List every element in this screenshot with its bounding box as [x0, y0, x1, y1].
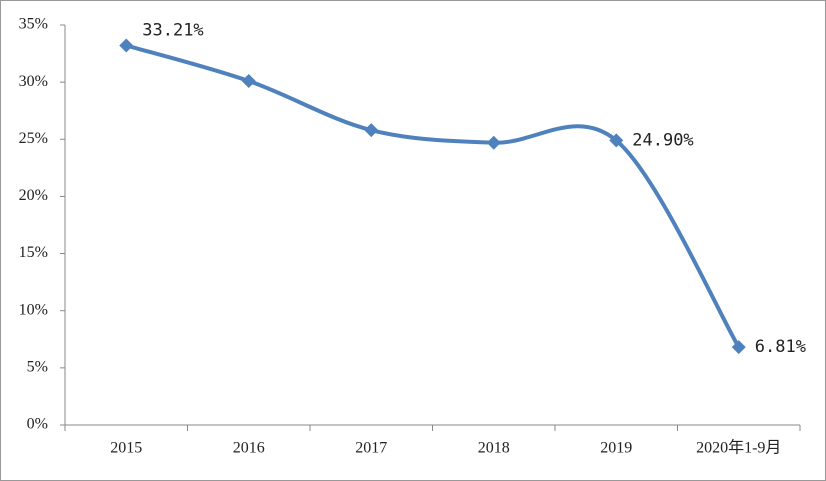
marker — [119, 38, 134, 53]
x-tick-label: 2015 — [110, 440, 142, 457]
y-tick-label: 30% — [19, 73, 48, 90]
y-tick-label: 15% — [19, 244, 48, 261]
y-tick-label: 0% — [27, 416, 48, 433]
x-tick-label: 2018 — [478, 440, 510, 457]
x-tick-label: 2020年1-9月 — [696, 439, 781, 457]
marker — [364, 123, 379, 138]
y-tick-label: 25% — [19, 130, 48, 147]
marker — [731, 340, 746, 355]
y-tick-label: 35% — [19, 16, 48, 33]
marker — [241, 74, 256, 88]
x-tick-label: 2016 — [233, 440, 265, 457]
y-tick-label: 10% — [19, 301, 48, 318]
x-tick-label: 2017 — [355, 440, 387, 457]
value-label: 24.90% — [632, 130, 693, 150]
y-tick-label: 5% — [27, 359, 48, 376]
y-tick-label: 20% — [19, 187, 48, 204]
value-label: 6.81% — [755, 337, 806, 357]
value-label: 33.21% — [142, 20, 203, 40]
x-tick-label: 2019 — [600, 440, 632, 457]
marker — [486, 135, 501, 150]
line — [125, 43, 741, 349]
marker — [609, 133, 624, 148]
